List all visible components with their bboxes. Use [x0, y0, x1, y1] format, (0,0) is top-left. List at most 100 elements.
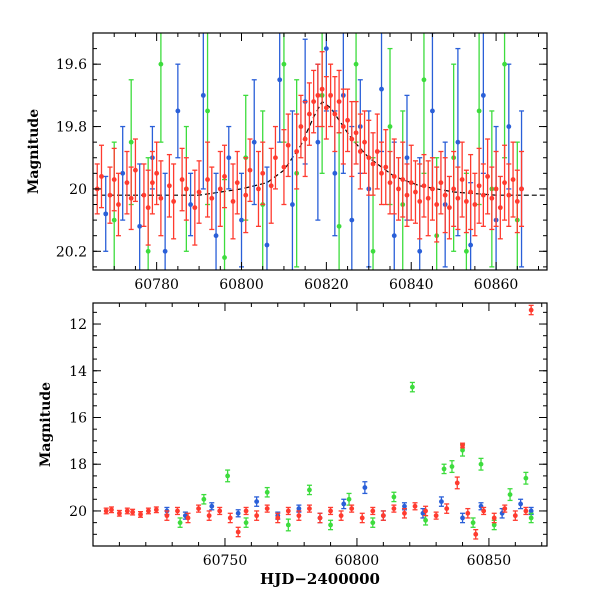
data-point: [444, 506, 450, 512]
data-point: [349, 136, 355, 142]
data-point: [506, 124, 512, 129]
data-point: [222, 255, 227, 260]
data-point: [502, 506, 508, 512]
data-point: [323, 46, 329, 51]
data-point: [183, 186, 189, 192]
x-tick-label: 60820: [304, 277, 349, 293]
data-point: [111, 177, 117, 182]
data-point: [164, 513, 170, 519]
data-point: [196, 506, 201, 512]
data-point: [491, 522, 497, 528]
x-tick-label: 60850: [467, 553, 512, 569]
data-point: [285, 522, 291, 528]
data-point: [243, 520, 249, 526]
data-point: [227, 515, 233, 521]
data-point: [412, 503, 418, 509]
data-point: [514, 198, 520, 204]
data-point: [423, 517, 428, 523]
data-point: [177, 520, 183, 526]
data-point: [205, 177, 210, 182]
data-point: [146, 508, 151, 514]
data-point: [478, 461, 484, 467]
data-point: [523, 508, 529, 514]
data-point: [362, 485, 368, 490]
data-point: [205, 108, 210, 114]
data-point: [217, 186, 223, 192]
y-tick-label: 19.8: [56, 120, 87, 136]
data-point: [166, 183, 172, 189]
data-point: [225, 473, 231, 479]
data-point: [433, 513, 439, 519]
data-point: [349, 217, 355, 223]
data-point: [328, 522, 333, 528]
data-point: [256, 186, 261, 192]
data-point: [185, 515, 191, 521]
data-point: [362, 139, 367, 145]
data-point: [200, 92, 206, 98]
data-point: [379, 170, 384, 176]
data-point: [442, 192, 448, 198]
data-point: [523, 475, 529, 481]
data-point: [107, 192, 113, 198]
data-point: [273, 155, 278, 161]
data-point: [370, 161, 376, 167]
data-point: [103, 211, 109, 217]
data-point: [476, 108, 482, 114]
data-point: [391, 494, 397, 500]
data-point: [315, 139, 321, 145]
data-point: [243, 508, 249, 514]
data-point: [370, 248, 376, 254]
y-tick-label: 12: [69, 317, 87, 333]
data-point: [201, 496, 207, 502]
data-point: [340, 124, 346, 129]
data-point: [485, 174, 490, 179]
data-point: [380, 513, 386, 519]
data-point: [234, 180, 240, 186]
data-point: [145, 248, 151, 254]
data-point: [434, 202, 440, 207]
data-point: [370, 520, 376, 526]
x-tick-label: 60840: [389, 277, 434, 293]
data-point: [306, 111, 312, 117]
data-point: [328, 508, 333, 514]
data-point: [438, 180, 444, 186]
data-point: [391, 174, 397, 179]
data-point: [317, 515, 323, 521]
data-point: [447, 205, 452, 211]
data-point: [439, 499, 444, 505]
data-point: [137, 223, 143, 229]
data-point: [425, 195, 431, 201]
data-point: [404, 155, 410, 161]
data-point: [302, 136, 308, 142]
data-point: [268, 183, 274, 189]
data-point: [468, 242, 474, 248]
data-point: [209, 503, 215, 509]
x-tick-label: 60780: [134, 277, 179, 293]
data-point: [473, 531, 479, 537]
bottom-panel: 60750 60800 60850 12 14 16 18 20 Magnitude HJD−…: [38, 302, 548, 588]
data-point: [451, 186, 457, 192]
data-point: [145, 205, 151, 211]
data-point: [374, 149, 380, 154]
data-point: [175, 508, 180, 514]
data-point: [430, 108, 435, 114]
bottom-panel-axes: 60750 60800 60850 12 14 16 18 20: [69, 303, 547, 569]
data-point: [175, 108, 181, 114]
data-point: [421, 77, 427, 83]
data-point: [251, 139, 257, 145]
data-point: [109, 507, 114, 513]
bottom-panel-frame: [92, 302, 548, 547]
data-point: [336, 99, 342, 105]
data-point: [213, 233, 219, 239]
data-point: [353, 130, 359, 136]
data-point: [138, 512, 143, 517]
data-point: [209, 195, 215, 201]
x-tick-label: 60860: [474, 277, 519, 293]
data-point: [188, 202, 193, 207]
data-point: [264, 242, 270, 248]
data-point: [264, 506, 270, 512]
data-point: [465, 510, 471, 516]
top-panel-data: [93, 33, 547, 270]
data-point: [254, 513, 260, 519]
top-panel-frame: [92, 32, 548, 271]
